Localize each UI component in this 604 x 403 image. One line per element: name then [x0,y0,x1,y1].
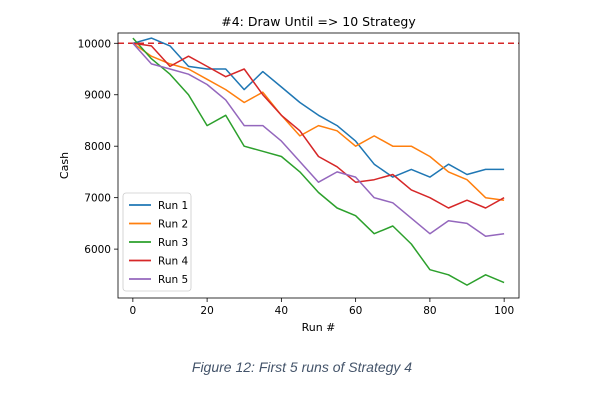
x-axis-label: Run # [302,321,336,334]
y-axis-label: Cash [58,152,71,179]
series-line-3 [132,37,505,286]
series-line-1 [132,37,505,178]
series-line-2 [132,42,505,201]
figure-caption: Figure 12: First 5 runs of Strategy 4 [191,359,413,375]
y-tick-label: 6000 [84,244,111,256]
y-tick-label: 8000 [84,141,111,153]
y-tick-label: 7000 [84,193,111,205]
legend-label-3: Run 3 [158,237,188,249]
axes-frame [117,32,520,299]
x-tick-label: 40 [275,305,288,317]
legend-label-5: Run 5 [158,274,188,286]
x-tick-label: 0 [130,305,137,317]
y-tick-label: 10000 [78,38,111,50]
legend-label-2: Run 2 [158,219,188,231]
x-tick-label: 20 [200,305,213,317]
x-tick-label: 60 [349,305,362,317]
chart-title: #4: Draw Until => 10 Strategy [221,14,416,29]
x-tick-label: 80 [423,305,436,317]
series-line-5 [132,42,505,238]
series-line-4 [132,42,505,209]
chart: 0 20 40 60 80 100 6000 7000 8000 9000 10000 #4: Dra… [58,14,520,334]
legend-label-1: Run 1 [158,200,188,212]
x-tick-label: 100 [494,305,514,317]
y-tick-label: 9000 [84,90,111,102]
legend-box [122,192,192,292]
legend-label-4: Run 4 [158,256,188,268]
